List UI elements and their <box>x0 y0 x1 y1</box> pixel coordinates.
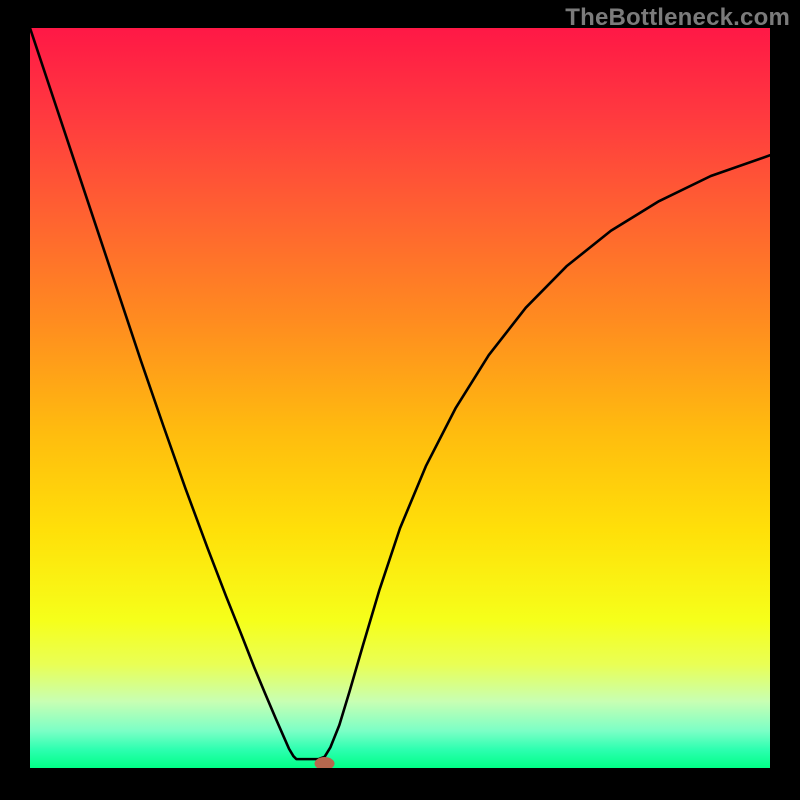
chart-background <box>30 28 770 768</box>
plot-area <box>30 28 770 768</box>
chart-frame: TheBottleneck.com <box>0 0 800 800</box>
bottleneck-chart <box>30 28 770 768</box>
